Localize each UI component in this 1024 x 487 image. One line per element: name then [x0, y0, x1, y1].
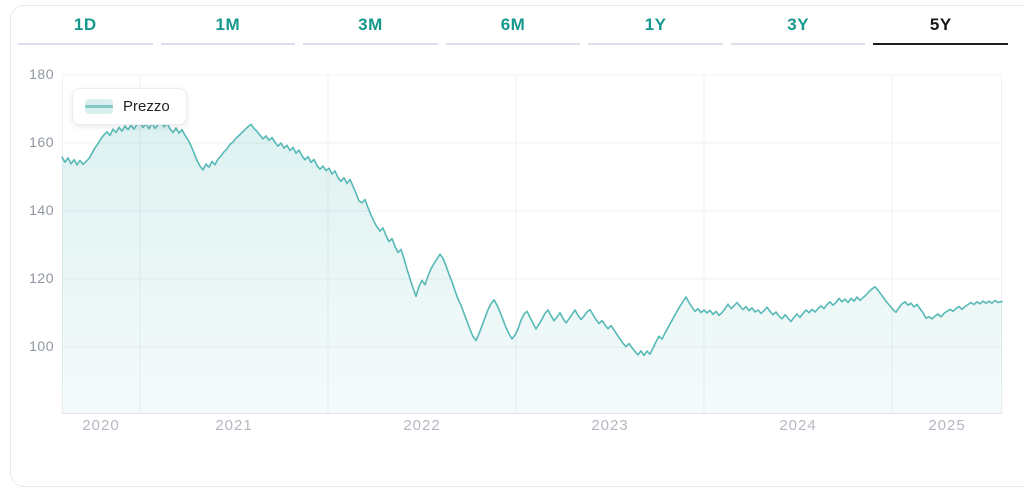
price-chart-svg [61, 74, 1003, 414]
tab-3y[interactable]: 3Y [730, 4, 866, 45]
y-tick-label: 100 [29, 338, 54, 355]
range-tabs: 1D 1M 3M 6M 1Y 3Y 5Y [18, 4, 1009, 45]
y-tick-label: 180 [29, 66, 54, 82]
x-tick-label: 2025 [928, 417, 966, 434]
tab-1y[interactable]: 1Y [588, 4, 723, 45]
tab-1d[interactable]: 1D [18, 4, 153, 45]
y-tick-label: 160 [29, 134, 54, 150]
tab-1m[interactable]: 1M [160, 4, 296, 45]
y-tick-label: 120 [29, 270, 54, 287]
x-tick-label: 2022 [403, 417, 441, 434]
price-chart-widget: 1D 1M 3M 6M 1Y 3Y 5Y 180 160 140 120 100… [10, 4, 1024, 487]
x-tick-label: 2021 [215, 417, 253, 434]
tab-6m[interactable]: 6M [445, 4, 581, 45]
price-line [61, 121, 1003, 357]
x-tick-label: 2024 [779, 417, 817, 434]
tab-5y[interactable]: 5Y [873, 4, 1009, 45]
tab-3m[interactable]: 3M [303, 4, 438, 45]
legend[interactable]: Prezzo [72, 88, 187, 125]
area-series-swatch-icon [85, 99, 113, 114]
price-area-fill [62, 121, 1002, 414]
y-tick-label: 140 [29, 202, 54, 219]
x-tick-label: 2020 [82, 417, 120, 434]
legend-label: Prezzo [123, 98, 170, 115]
plot-area[interactable] [61, 74, 1003, 414]
x-tick-label: 2023 [591, 417, 629, 434]
